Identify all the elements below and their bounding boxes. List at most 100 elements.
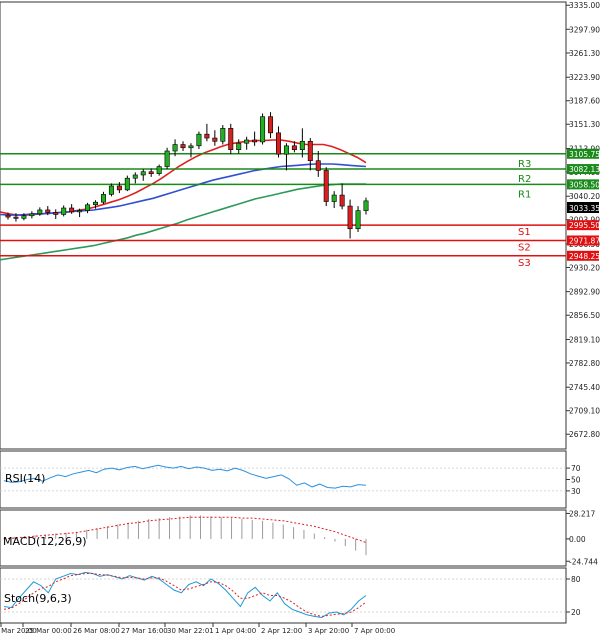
stoch-k-line xyxy=(3,571,367,619)
candle-down xyxy=(252,139,258,143)
candle-down xyxy=(212,137,218,142)
candle-down xyxy=(45,209,51,213)
ma-line xyxy=(0,163,367,216)
candle-up xyxy=(196,133,202,147)
candle-down xyxy=(116,185,122,191)
candle-up xyxy=(260,116,266,143)
candle-up xyxy=(355,210,361,230)
pivot-name-label: S2 xyxy=(518,242,531,253)
candle-up xyxy=(156,166,162,174)
candle-up xyxy=(29,213,35,217)
pivot-level-labels: R3 3105.75 R2 3082.13 R1 3058.50 S1 2995.50 S2 29… xyxy=(518,148,600,269)
candle-down xyxy=(180,144,186,149)
candle-down xyxy=(323,170,329,202)
time-tick-label: 30 Mar 22:01 xyxy=(167,627,214,635)
pivot-value-label: 3105.75 xyxy=(569,150,600,159)
candle-up xyxy=(124,177,130,191)
candle-up xyxy=(172,144,178,152)
stoch-series xyxy=(0,571,566,619)
pivot-value-badge xyxy=(567,235,599,246)
candle-down xyxy=(13,216,19,219)
rsi-label: RSI(14) xyxy=(5,472,45,485)
price-tick-label: 3223.90 xyxy=(569,73,600,82)
rsi-line xyxy=(3,464,367,489)
candle-up xyxy=(21,215,27,219)
time-tick-label: 1 Apr 04:00 xyxy=(215,627,256,635)
stoch-tick-label: 80 xyxy=(571,575,581,584)
candle-down xyxy=(204,133,210,139)
pivot-value-badge xyxy=(567,250,599,261)
price-tick-label: 2930.20 xyxy=(569,263,600,272)
candle-up xyxy=(77,210,83,213)
moving-averages xyxy=(0,139,367,261)
price-tick-label: 2672.80 xyxy=(569,430,600,439)
pivot-value-label: 2995.50 xyxy=(569,221,600,230)
price-tick-label: 3297.90 xyxy=(569,25,600,34)
candle-up xyxy=(244,139,250,144)
price-tick-label: 3151.30 xyxy=(569,120,600,129)
rsi-tick-label: 50 xyxy=(571,476,581,485)
stoch-panel xyxy=(0,567,567,624)
time-tick-label: 26 Mar 08:00 xyxy=(73,627,120,635)
candle-down xyxy=(228,128,234,151)
pivot-value-label: 2948.25 xyxy=(569,252,600,261)
candle-down xyxy=(291,145,297,151)
rsi-series xyxy=(0,464,566,492)
last-price-label: 3033.35 xyxy=(569,204,600,213)
time-tick-label: 25 Mar 00:00 xyxy=(25,627,72,635)
pivot-value-badge xyxy=(567,164,599,175)
macd-tick-label: 0.00 xyxy=(569,535,586,544)
candle-down xyxy=(315,160,321,171)
pivot-value-label: 2971.87 xyxy=(569,236,600,245)
pivot-value-label: 3058.50 xyxy=(569,180,600,189)
price-tick-label: 2892.90 xyxy=(569,288,600,297)
candle-up xyxy=(100,194,106,203)
pivot-name-label: R1 xyxy=(518,189,531,200)
time-tick-label: 2 Apr 12:00 xyxy=(261,627,302,635)
candle-up xyxy=(140,171,146,176)
pivot-name-label: R3 xyxy=(518,159,531,170)
candle-up xyxy=(331,194,337,202)
price-tick-label: 2819.10 xyxy=(569,335,600,344)
indicator-axes: 70 50 30 28.217 0.00 -24.744 80 20 xyxy=(566,464,598,617)
last-price-marker: 3033.35 xyxy=(567,202,600,213)
macd-label: MACD(12,26,9) xyxy=(3,535,87,548)
candle-up xyxy=(164,150,170,167)
pivot-value-badge xyxy=(567,220,599,231)
candle-up xyxy=(132,174,138,179)
candle-down xyxy=(268,116,274,134)
pivot-name-label: R2 xyxy=(518,174,531,185)
stoch-d-line xyxy=(3,573,367,617)
candle-down xyxy=(307,140,313,162)
time-tick-label: 3 Apr 20:00 xyxy=(308,627,349,635)
stoch-label: Stoch(9,6,3) xyxy=(4,592,72,605)
pivot-name-label: S1 xyxy=(518,227,531,238)
rsi-tick-label: 30 xyxy=(571,487,581,496)
pivot-value-badge xyxy=(567,148,599,159)
macd-signal-line xyxy=(3,516,367,543)
candle-up xyxy=(363,200,369,211)
macd-tick-label: -24.744 xyxy=(569,557,598,566)
price-tick-label: 3335.00 xyxy=(569,1,600,10)
macd-tick-label: 28.217 xyxy=(569,509,595,518)
price-tick-label: 3040.20 xyxy=(569,192,600,201)
candle-up xyxy=(108,185,114,195)
candlesticks xyxy=(5,112,369,239)
time-tick-label: 27 Mar 16:00 xyxy=(121,627,168,635)
candle-up xyxy=(188,145,194,149)
candle-up xyxy=(283,145,289,155)
rsi-tick-label: 70 xyxy=(571,464,581,473)
candle-up xyxy=(37,209,43,215)
pivot-levels xyxy=(0,153,566,257)
time-tick-label: 24 Mar 20:00 xyxy=(0,627,37,635)
time-tick-label: 7 Apr 00:00 xyxy=(354,627,395,635)
candle-down xyxy=(347,205,353,230)
candle-down xyxy=(53,212,59,215)
price-tick-label: 3187.60 xyxy=(569,97,600,106)
price-tick-label: 2709.10 xyxy=(569,407,600,416)
candle-up xyxy=(220,128,226,142)
price-tick-label: 3261.30 xyxy=(569,49,600,58)
candle-down xyxy=(276,132,281,155)
